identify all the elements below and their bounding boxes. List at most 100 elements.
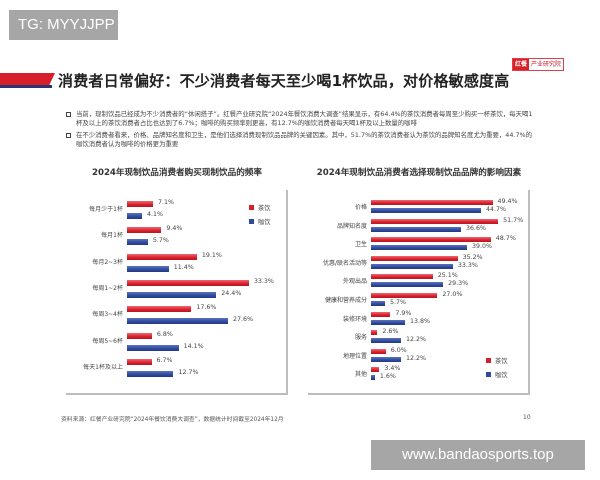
data-label: 11.4% bbox=[173, 263, 194, 271]
category-label: 每周1~2杯 bbox=[92, 284, 123, 292]
bar-coffee bbox=[371, 245, 467, 251]
category-label: 优惠/联名活动等 bbox=[322, 259, 367, 267]
category-label: 外观出品 bbox=[342, 278, 367, 286]
data-label: 12.7% bbox=[178, 368, 199, 376]
bar-tea bbox=[371, 330, 378, 336]
bar-tea bbox=[127, 227, 162, 234]
title-accent-bar bbox=[0, 73, 55, 87]
data-label: 19.1% bbox=[201, 251, 222, 259]
bar-tea bbox=[371, 200, 493, 205]
chart-frame-factors bbox=[308, 190, 530, 395]
bar-tea bbox=[371, 237, 491, 243]
watermark-tag: TG: MYYJJPP bbox=[9, 10, 118, 40]
data-label: 6.7% bbox=[156, 356, 173, 364]
data-label: 29.3% bbox=[448, 280, 469, 288]
category-label: 装修环境 bbox=[342, 315, 367, 323]
data-label: 4.1% bbox=[147, 211, 163, 218]
data-label: 48.7% bbox=[495, 235, 516, 243]
chart-title-frequency: 2024年现制饮品消费者购买现制饮品的频率 bbox=[91, 168, 262, 178]
legend-swatch-coffee bbox=[249, 219, 254, 224]
category-label: 服务 bbox=[354, 334, 367, 342]
bar-coffee bbox=[127, 370, 174, 377]
bar-coffee bbox=[371, 263, 453, 269]
bar-tea bbox=[371, 367, 380, 373]
legend-swatch-tea bbox=[249, 205, 254, 210]
data-label: 39.0% bbox=[471, 243, 492, 251]
category-label: 每月2~3杯 bbox=[92, 258, 123, 266]
bar-coffee bbox=[371, 356, 401, 362]
category-label: 地理位置 bbox=[342, 352, 367, 360]
summary-bullets: 当前，现制饮品已经成为不少消费者的“休闲搭子”。红餐产业研究院“2024年餐饮消… bbox=[66, 110, 536, 152]
chart-title-factors: 2024年现制饮品消费者选择现制饮品品牌的影响因素 bbox=[316, 168, 522, 178]
bar-tea bbox=[127, 358, 152, 365]
bar-coffee bbox=[127, 213, 142, 219]
bar-coffee bbox=[371, 301, 386, 306]
bar-coffee bbox=[127, 291, 217, 298]
category-label: 健康和营养成分 bbox=[324, 297, 367, 304]
brand-logo-mark: 红餐 bbox=[513, 59, 530, 70]
bullet-item: 当前，现制饮品已经成为不少消费者的“休闲搭子”。红餐产业研究院“2024年餐饮消… bbox=[66, 110, 536, 128]
data-label: 3.4% bbox=[384, 365, 401, 373]
watermark-url: www.bandaosports.top bbox=[371, 440, 585, 470]
bar-coffee bbox=[127, 265, 169, 272]
data-label: 36.6% bbox=[466, 224, 487, 232]
category-label: 价格 bbox=[354, 204, 367, 211]
legend-label-coffee: 咖饮 bbox=[495, 372, 508, 379]
data-label: 9.4% bbox=[166, 225, 183, 233]
bar-tea bbox=[127, 279, 249, 286]
page-title: 消费者日常偏好：不少消费者每天至少喝1杯饮品，对价格敏感度高 bbox=[58, 72, 510, 90]
data-label: 24.4% bbox=[221, 289, 242, 297]
bar-tea bbox=[371, 274, 433, 280]
data-label: 49.4% bbox=[497, 198, 518, 205]
data-label: 6.8% bbox=[156, 330, 173, 338]
legend-label-coffee: 咖饮 bbox=[258, 219, 271, 226]
bar-coffee bbox=[371, 375, 375, 381]
bullet-item: 在不少消费者看来，价格、品牌知名度和卫生，是他们选择消费现制饮品品牌的关键因素。… bbox=[66, 131, 536, 149]
legend-item-tea: 茶饮 bbox=[486, 356, 508, 365]
chart-legend-factors: 茶饮 咖饮 bbox=[486, 356, 508, 384]
legend-swatch-tea bbox=[486, 358, 491, 363]
bar-tea bbox=[371, 293, 438, 298]
bar-coffee bbox=[371, 319, 405, 325]
data-label: 14.1% bbox=[183, 342, 204, 350]
data-label: 5.7% bbox=[152, 237, 169, 245]
data-label: 12.2% bbox=[406, 336, 427, 344]
legend-label-tea: 茶饮 bbox=[258, 205, 271, 212]
bar-tea bbox=[127, 201, 153, 207]
title-accent-underline bbox=[0, 85, 52, 88]
legend-item-coffee: 咖饮 bbox=[486, 370, 508, 379]
bar-coffee bbox=[371, 338, 401, 344]
data-label: 12.2% bbox=[406, 354, 427, 362]
page-number: 10 bbox=[523, 414, 531, 421]
legend-item-coffee: 咖饮 bbox=[249, 217, 271, 226]
bar-tea bbox=[127, 253, 197, 260]
data-label: 33.3% bbox=[457, 261, 478, 269]
brand-logo-text: 产业研究院 bbox=[529, 59, 564, 70]
data-label: 27.0% bbox=[442, 291, 463, 298]
bar-coffee bbox=[127, 318, 229, 325]
bar-coffee bbox=[371, 282, 444, 288]
data-label: 5.7% bbox=[390, 299, 407, 306]
bar-coffee bbox=[127, 239, 148, 246]
data-label: 1.6% bbox=[379, 373, 396, 381]
data-label: 6.0% bbox=[390, 346, 407, 354]
bar-coffee bbox=[127, 344, 179, 351]
category-label: 品牌知名度 bbox=[336, 222, 367, 230]
data-label: 44.7% bbox=[485, 206, 506, 213]
bar-tea bbox=[371, 218, 499, 224]
bullet-square-icon bbox=[66, 112, 71, 117]
brand-logo: 红餐 产业研究院 bbox=[512, 58, 565, 71]
category-label: 每天1杯及以上 bbox=[83, 363, 123, 371]
bullet-text: 在不少消费者看来，价格、品牌知名度和卫生，是他们选择消费现制饮品品牌的关键因素。… bbox=[76, 131, 532, 148]
category-label: 其他 bbox=[354, 371, 367, 379]
bar-tea bbox=[127, 306, 192, 313]
category-label: 卫生 bbox=[354, 241, 367, 249]
chart-frame-frequency bbox=[66, 190, 288, 395]
legend-swatch-coffee bbox=[486, 372, 491, 377]
legend-item-tea: 茶饮 bbox=[249, 203, 271, 212]
data-label: 33.3% bbox=[253, 277, 274, 285]
category-label: 每周5~6杯 bbox=[92, 337, 123, 345]
data-label: 17.6% bbox=[196, 304, 217, 312]
bar-tea bbox=[371, 348, 386, 354]
data-label: 27.6% bbox=[233, 316, 254, 324]
